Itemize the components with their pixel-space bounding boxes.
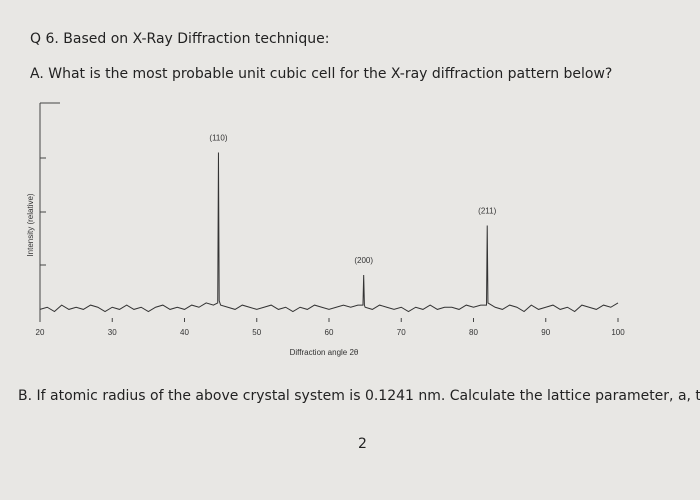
x-tick-label: 90 bbox=[541, 328, 550, 337]
page-number: 2 bbox=[358, 436, 367, 452]
x-tick-label: 20 bbox=[36, 328, 45, 337]
peak-label: (200) bbox=[354, 256, 373, 265]
x-tick-label: 50 bbox=[252, 328, 261, 337]
x-tick-label: 80 bbox=[469, 328, 478, 337]
part-b-text: B. If atomic radius of the above crystal… bbox=[18, 388, 700, 404]
y-axis-label: Intensity (relative) bbox=[26, 193, 35, 256]
part-a: A. What is the most probable unit cubic … bbox=[30, 66, 612, 82]
peak-label: (110) bbox=[209, 133, 227, 142]
peak-label: (211) bbox=[478, 207, 496, 216]
x-tick-label: 40 bbox=[180, 328, 189, 337]
x-tick-label: 60 bbox=[325, 328, 334, 337]
x-tick-label: 100 bbox=[611, 328, 625, 337]
chart: Diffraction angle 2θ Intensity (relative… bbox=[26, 102, 625, 357]
part-b: B. If atomic radius of the above crystal… bbox=[18, 388, 700, 407]
x-tick-label: 30 bbox=[108, 328, 117, 337]
x-axis-label: Diffraction angle 2θ bbox=[290, 348, 359, 357]
x-tick-label: 70 bbox=[397, 328, 406, 337]
question-title: Q 6. Based on X-Ray Diffraction techniqu… bbox=[30, 31, 329, 47]
xrd-pattern bbox=[39, 152, 619, 313]
